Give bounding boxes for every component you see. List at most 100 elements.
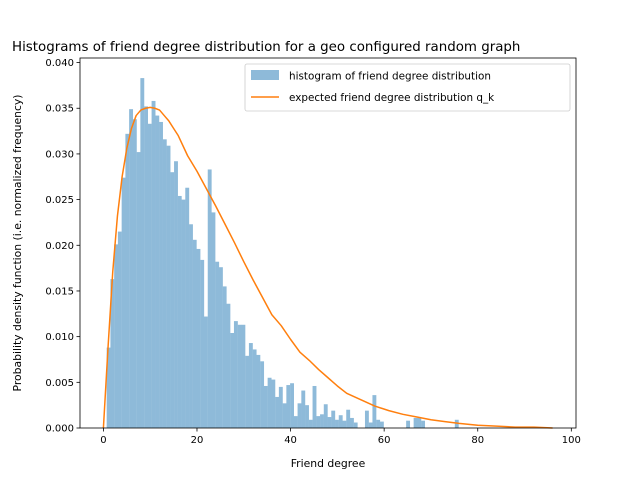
histogram-bar — [379, 421, 384, 428]
histogram-bar — [331, 410, 336, 428]
histogram-bar — [376, 419, 381, 428]
histogram-bar — [125, 133, 130, 428]
y-tick-label: 0.035 — [45, 104, 74, 115]
histogram-bar — [353, 422, 358, 428]
histogram-bar — [200, 259, 205, 428]
histogram-bar — [248, 343, 253, 428]
histogram-bar — [110, 279, 115, 428]
histogram-bar — [237, 324, 242, 428]
expected-degree-curve — [102, 106, 553, 429]
y-tick-label: 0.010 — [45, 332, 74, 343]
histogram-bar — [230, 332, 235, 428]
x-tick-label: 100 — [562, 435, 581, 446]
y-tick-label: 0.005 — [45, 378, 74, 389]
histogram-bar — [166, 145, 171, 428]
histogram-bar — [117, 231, 122, 428]
y-tick-label: 0.040 — [45, 58, 74, 69]
histogram-bar — [263, 385, 268, 428]
y-axis-label: Probability density function (i.e. norma… — [11, 94, 24, 391]
chart-title: Histograms of friend degree distribution… — [12, 40, 520, 55]
histogram-bar — [136, 152, 141, 428]
histogram-bar — [275, 396, 280, 428]
histogram-bar — [421, 420, 426, 428]
legend-histogram-swatch — [251, 70, 279, 80]
histogram-bar — [211, 212, 216, 428]
histogram-bar — [278, 386, 283, 428]
histogram-bar — [147, 123, 152, 428]
histogram-bar — [308, 419, 313, 428]
histogram-bar — [327, 417, 332, 428]
histogram-bar — [297, 403, 302, 428]
histogram-bar — [260, 361, 265, 428]
legend-box — [244, 63, 571, 112]
histogram-bar — [320, 414, 324, 428]
histogram-bar — [226, 303, 231, 428]
histogram-bar — [218, 267, 223, 428]
histogram-bar — [413, 417, 418, 428]
histogram-bar — [241, 324, 246, 428]
histogram-bar — [185, 187, 190, 428]
histogram-bar — [346, 409, 351, 428]
histogram-bar — [338, 415, 343, 428]
legend-histogram-label: histogram of friend degree distribution — [289, 71, 491, 83]
histogram-bar — [189, 224, 193, 428]
y-tick-label: 0.025 — [45, 195, 74, 206]
histogram-bar — [364, 410, 369, 428]
histogram-bar — [155, 115, 160, 428]
histogram-bar — [114, 244, 119, 428]
histogram-bar — [170, 172, 175, 428]
x-axis-label: Friend degree — [291, 457, 366, 470]
histogram-bars — [106, 78, 459, 429]
histogram-bar — [215, 261, 220, 428]
y-tick-label: 0.000 — [45, 424, 74, 435]
histogram-bar — [129, 109, 134, 428]
histogram-bar — [177, 195, 182, 428]
histogram-bar — [192, 239, 197, 428]
histogram-bar — [372, 395, 377, 428]
legend: histogram of friend degree distribution … — [244, 63, 571, 112]
x-tick-label: 80 — [471, 435, 484, 446]
y-axis-ticks: 0.000 0.005 0.010 0.015 0.020 0.025 0.030 0.035… — [45, 58, 80, 435]
histogram-bar — [233, 321, 238, 428]
histogram-bar — [252, 349, 257, 428]
histogram-bar — [132, 119, 137, 429]
histogram-bar — [323, 404, 328, 428]
histogram-bar — [368, 422, 373, 428]
histogram-bar — [245, 355, 250, 428]
y-tick-label: 0.030 — [45, 149, 74, 160]
y-tick-label: 0.020 — [45, 241, 74, 252]
histogram-bar — [282, 403, 287, 428]
y-tick-label: 0.015 — [45, 286, 74, 297]
histogram-bar — [162, 139, 167, 428]
histogram-bar — [271, 379, 276, 428]
histogram-bar — [335, 419, 339, 428]
histogram-bar — [144, 106, 148, 429]
histogram-bar — [256, 354, 261, 428]
x-tick-label: 40 — [284, 435, 297, 446]
histogram-bar — [151, 100, 156, 428]
histogram-bar — [159, 121, 163, 428]
histogram-bar — [349, 417, 354, 428]
histogram-bar — [342, 420, 347, 428]
histogram-bar — [305, 405, 309, 428]
expected-curve-layer — [102, 106, 553, 429]
x-tick-label: 60 — [378, 435, 391, 446]
histogram-bar — [406, 420, 411, 428]
histogram-bar — [312, 385, 317, 428]
histogram-bar — [204, 316, 208, 428]
x-tick-label: 20 — [191, 435, 204, 446]
histogram-bar — [121, 177, 126, 428]
histogram-bar — [222, 286, 227, 428]
histogram-bar — [316, 416, 321, 428]
histogram-bar — [417, 417, 422, 428]
histogram-bar — [286, 385, 291, 428]
x-tick-label: 0 — [100, 435, 106, 446]
histogram-bar — [290, 383, 294, 428]
histogram-bar — [267, 377, 272, 428]
histogram-bar — [301, 390, 306, 428]
histogram-bar — [174, 161, 178, 429]
legend-curve-label: expected friend degree distribution q_k — [289, 92, 494, 104]
plot-area-frame — [79, 57, 577, 429]
